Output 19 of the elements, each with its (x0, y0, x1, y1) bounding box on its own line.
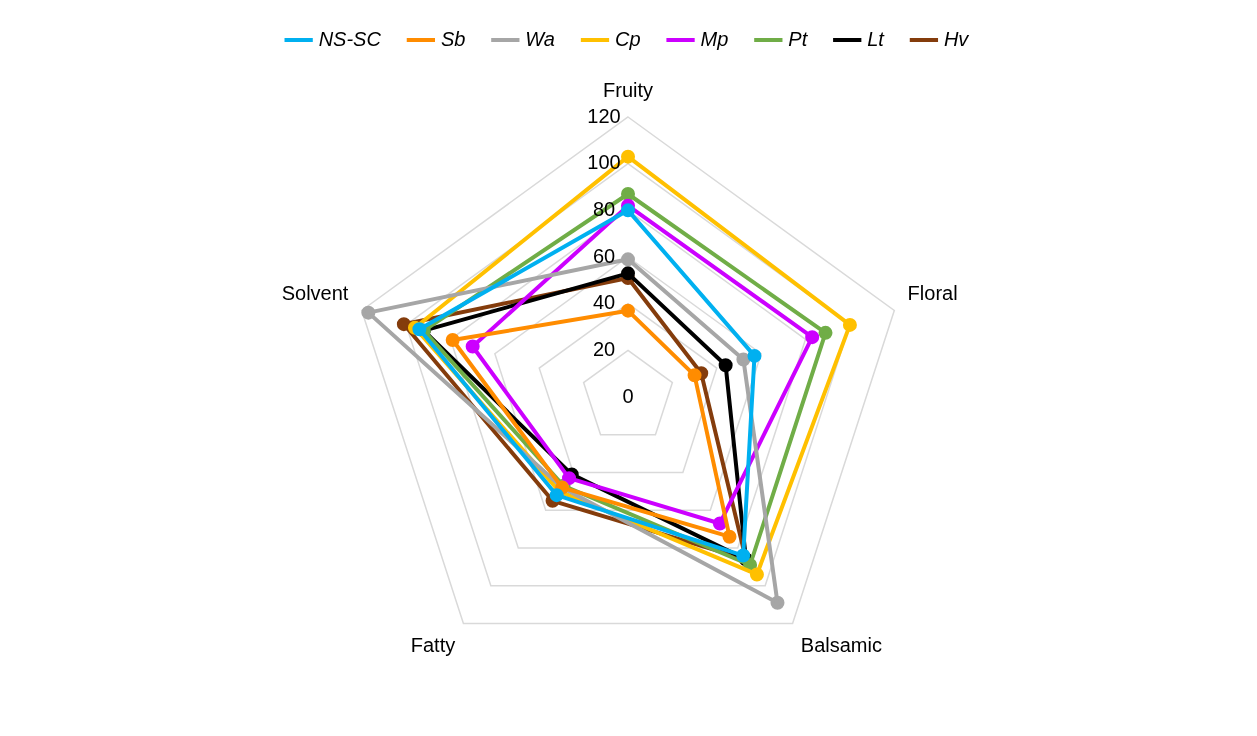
legend-label: Mp (700, 27, 729, 50)
legend-label: NS-SC (318, 27, 382, 50)
legend-label: Hv (943, 27, 970, 50)
spoke-label: Balsamic (800, 634, 882, 657)
legend-label: Lt (867, 27, 886, 50)
y-tick-label: 100 (587, 151, 621, 174)
y-tick-label: 60 (592, 244, 616, 267)
spoke-label: Fruity (603, 78, 653, 101)
spoke-label: Fatty (410, 634, 456, 657)
y-tick-label: 20 (592, 337, 616, 360)
spoke-label: Floral (907, 281, 958, 304)
y-tick-label: 120 (587, 104, 621, 127)
legend-label: Cp (614, 27, 641, 50)
y-tick-label: 0 (622, 384, 634, 407)
legend-label: Pt (788, 27, 809, 50)
y-tick-label: 40 (592, 291, 616, 314)
legend-label: Sb (440, 27, 466, 50)
spoke-label: Solvent (281, 281, 349, 304)
legend-label: Wa (525, 27, 555, 50)
